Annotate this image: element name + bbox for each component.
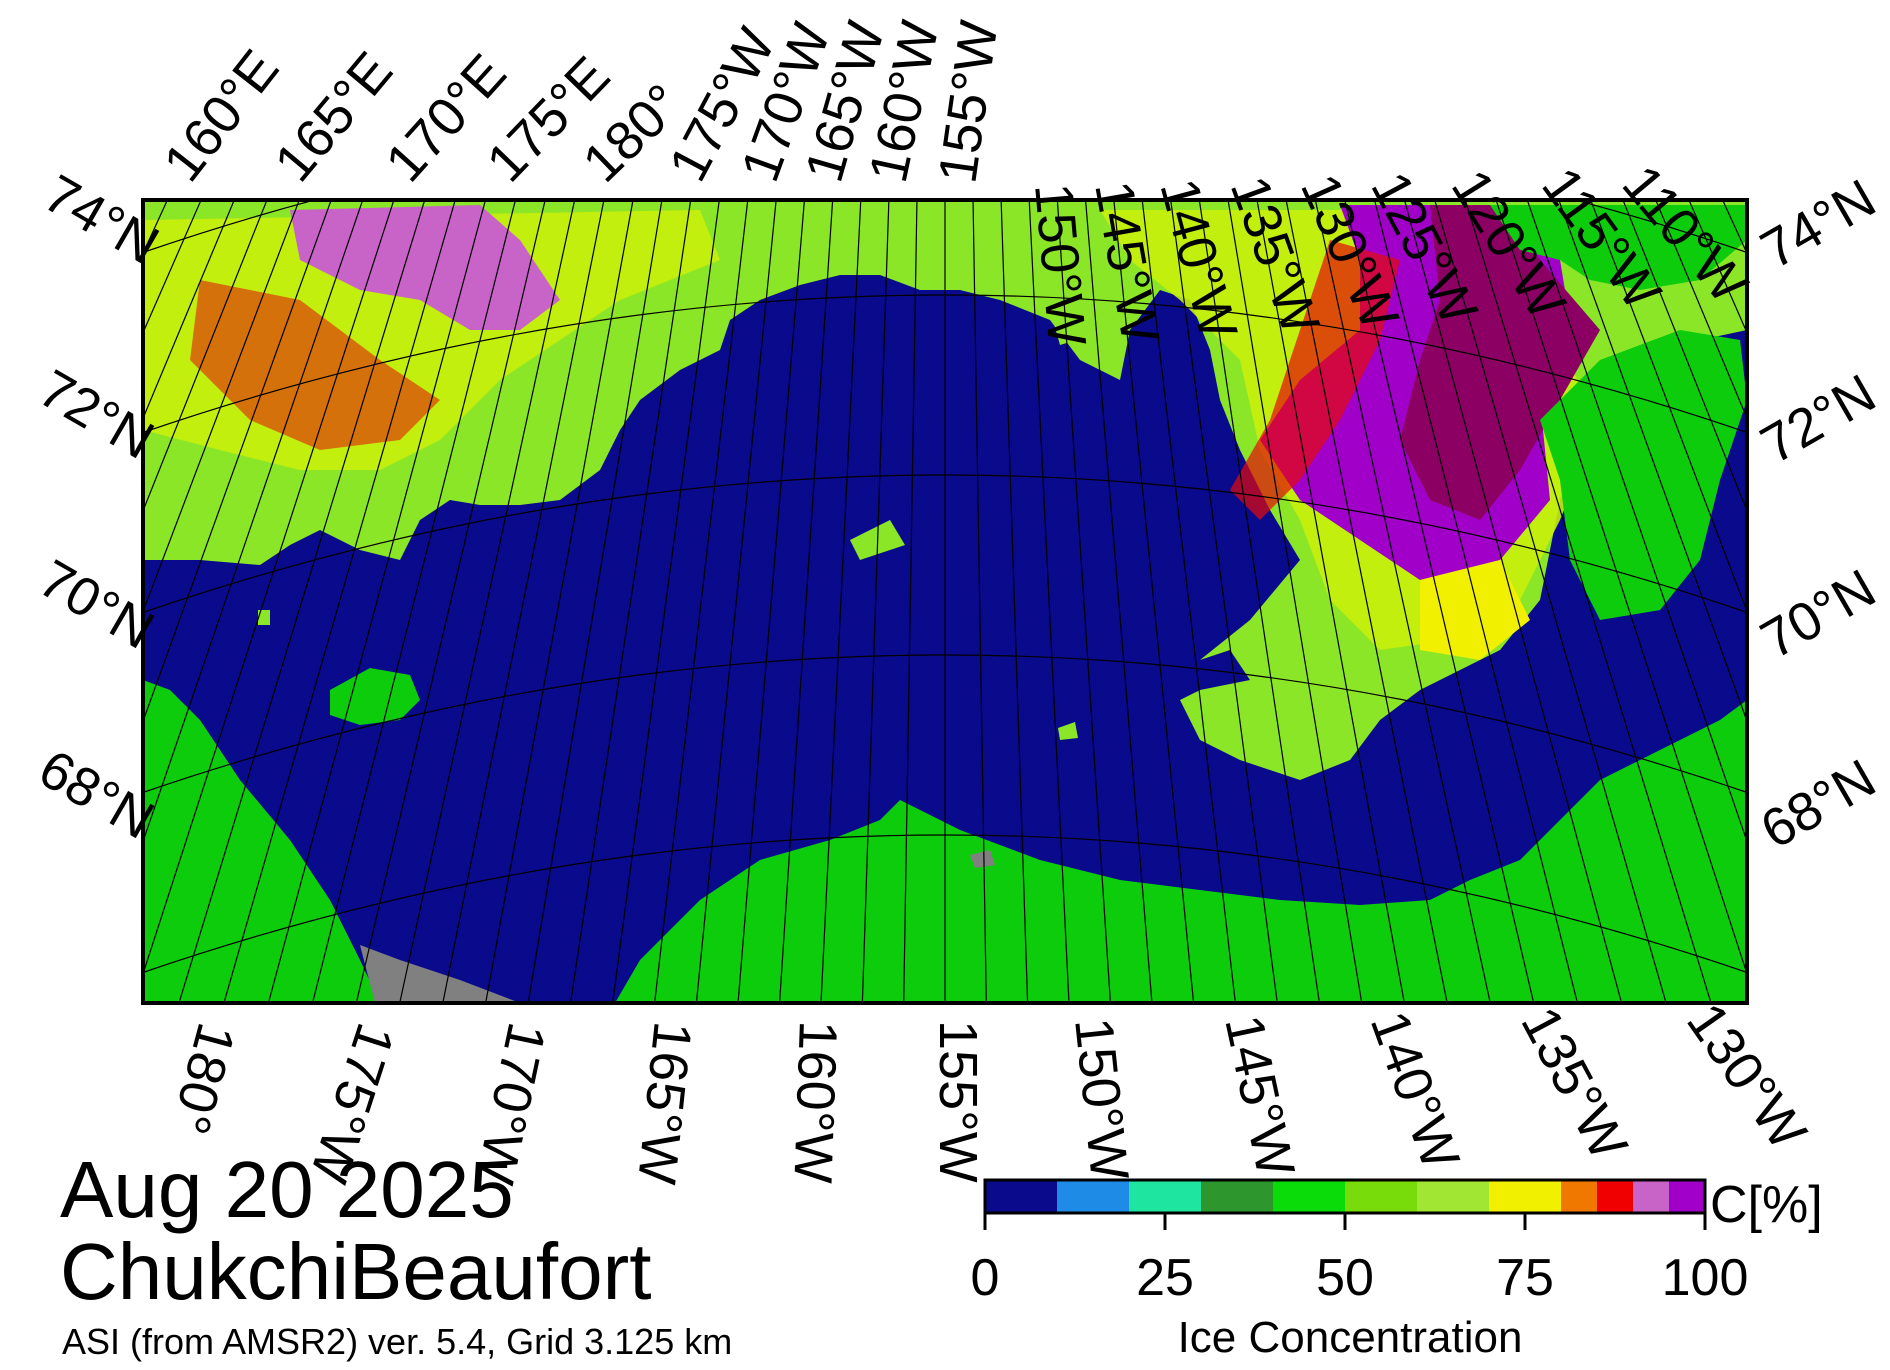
meridian-line xyxy=(1403,200,1623,1003)
no-data-area xyxy=(360,945,520,1003)
meridian-line xyxy=(1464,200,1712,1003)
land-alaska xyxy=(615,700,1747,1003)
colorbar-tick-label: 100 xyxy=(1662,1249,1749,1307)
meridian-line xyxy=(1256,200,1405,1003)
colorbar-tick-label: 25 xyxy=(1136,1249,1194,1307)
meridian-line xyxy=(1285,200,1448,1003)
meridian-line xyxy=(861,200,890,1003)
bottom-lon-label: 150°W xyxy=(1063,1015,1140,1183)
meridian-line xyxy=(1141,200,1236,1003)
colorbar-cell xyxy=(1417,1180,1489,1213)
meridian-line xyxy=(612,200,720,1003)
meridian-line xyxy=(1198,200,1321,1003)
meridian-line xyxy=(1028,200,1070,1003)
colorbar-cell xyxy=(1561,1180,1597,1213)
ice-floe-d xyxy=(1058,722,1078,740)
meridian-line xyxy=(1170,200,1278,1003)
bottom-lon-label: 180° xyxy=(159,1017,246,1140)
meridian-line xyxy=(903,200,918,1003)
meridian-line xyxy=(1495,200,1747,976)
colorbar-cell xyxy=(1273,1180,1345,1213)
meridian-line xyxy=(1227,200,1363,1003)
land-canada-north xyxy=(1490,205,1747,290)
colorbar-cell xyxy=(1633,1180,1669,1213)
bottom-lon-label: 145°W xyxy=(1213,1010,1306,1182)
meridian-line xyxy=(178,200,426,1003)
colorbar-cell xyxy=(1201,1180,1273,1213)
bottom-lon-label: 140°W xyxy=(1359,1004,1471,1177)
colorbar-tick-label: 50 xyxy=(1316,1249,1374,1307)
colorbar-tick-label: 75 xyxy=(1496,1249,1554,1307)
meridian-line xyxy=(143,200,332,723)
meridian-line xyxy=(143,200,395,976)
top-lon-label: 150°W xyxy=(1023,181,1097,348)
ice-consolidated-east xyxy=(1400,205,1600,520)
colorbar-title: Ice Concentration xyxy=(1178,1313,1523,1362)
meridian-line xyxy=(527,200,663,1003)
meridian-line xyxy=(442,200,605,1003)
meridian-line xyxy=(143,200,300,614)
meridian-line xyxy=(1558,200,1747,723)
colorbar-cell xyxy=(1345,1180,1417,1213)
top-lon-label: 160°E xyxy=(152,39,290,192)
right-lat-label: 68°N xyxy=(1751,748,1885,860)
colorbar-cell xyxy=(1669,1180,1705,1213)
map-date: Aug 20 2025 xyxy=(60,1145,514,1234)
meridian-line xyxy=(1590,200,1747,614)
meridian-line xyxy=(654,200,749,1003)
colorbar-tick-label: 0 xyxy=(971,1249,1000,1307)
colorbar-cell xyxy=(1489,1180,1561,1213)
bottom-lon-label: 130°W xyxy=(1675,992,1817,1160)
colorbar-cell xyxy=(1597,1180,1633,1213)
meridian-line xyxy=(1056,200,1112,1003)
meridian-line xyxy=(485,200,634,1003)
meridian-line xyxy=(1344,200,1535,1003)
bottom-lon-label: 155°W xyxy=(928,1020,988,1183)
bottom-lon-label: 160°W xyxy=(782,1020,848,1185)
no-data-patch xyxy=(970,850,995,868)
product-info: ASI (from AMSR2) ver. 5.4, Grid 3.125 km xyxy=(62,1321,733,1362)
meridian-line xyxy=(267,200,487,1003)
meridian-line xyxy=(1000,200,1029,1003)
bottom-lon-label: 135°W xyxy=(1509,997,1638,1169)
meridian-line xyxy=(143,200,364,844)
meridian-line xyxy=(355,200,546,1003)
meridian-line xyxy=(695,200,777,1003)
colorbar-cell xyxy=(985,1180,1057,1213)
colorbar-cell xyxy=(1057,1180,1129,1213)
meridian-line xyxy=(1434,200,1667,1003)
map-frame xyxy=(141,198,1749,1005)
right-lat-label: 70°N xyxy=(1751,558,1885,670)
land-chukotka xyxy=(143,680,380,1003)
meridian-line xyxy=(311,200,517,1003)
right-lat-label: 74°N xyxy=(1751,168,1885,280)
meridian-line xyxy=(569,200,692,1003)
colorbar-cell xyxy=(1129,1180,1201,1213)
meridian-line xyxy=(399,200,576,1003)
meridian-line xyxy=(1084,200,1153,1003)
map-region: ChukchiBeaufort xyxy=(60,1227,652,1316)
land-banks-island xyxy=(1540,330,1747,620)
right-lat-labels: 74°N 72°N 70°N 68°N xyxy=(1751,168,1885,860)
colorbar-unit: C[%] xyxy=(1710,1176,1823,1234)
meridian-line xyxy=(737,200,806,1003)
land-wrangel-island xyxy=(330,668,420,725)
meridian-line xyxy=(1526,200,1747,844)
top-lon-label: 165°E xyxy=(263,41,404,193)
ice-red-east xyxy=(1230,240,1400,520)
colorbar: C[%] 0 25 50 75 100 Ice Concentration xyxy=(971,1176,1823,1362)
meridian-line xyxy=(1373,200,1579,1003)
meridian-line xyxy=(223,200,456,1003)
meridian-line xyxy=(820,200,862,1003)
meridian-line xyxy=(972,200,987,1003)
bottom-lon-label: 165°W xyxy=(626,1019,703,1187)
meridian-line xyxy=(778,200,834,1003)
ice-floe-c xyxy=(258,610,270,625)
meridian-line xyxy=(1314,200,1491,1003)
right-lat-label: 72°N xyxy=(1751,363,1885,475)
ice-high-west xyxy=(290,205,560,330)
meridian-line xyxy=(1113,200,1195,1003)
